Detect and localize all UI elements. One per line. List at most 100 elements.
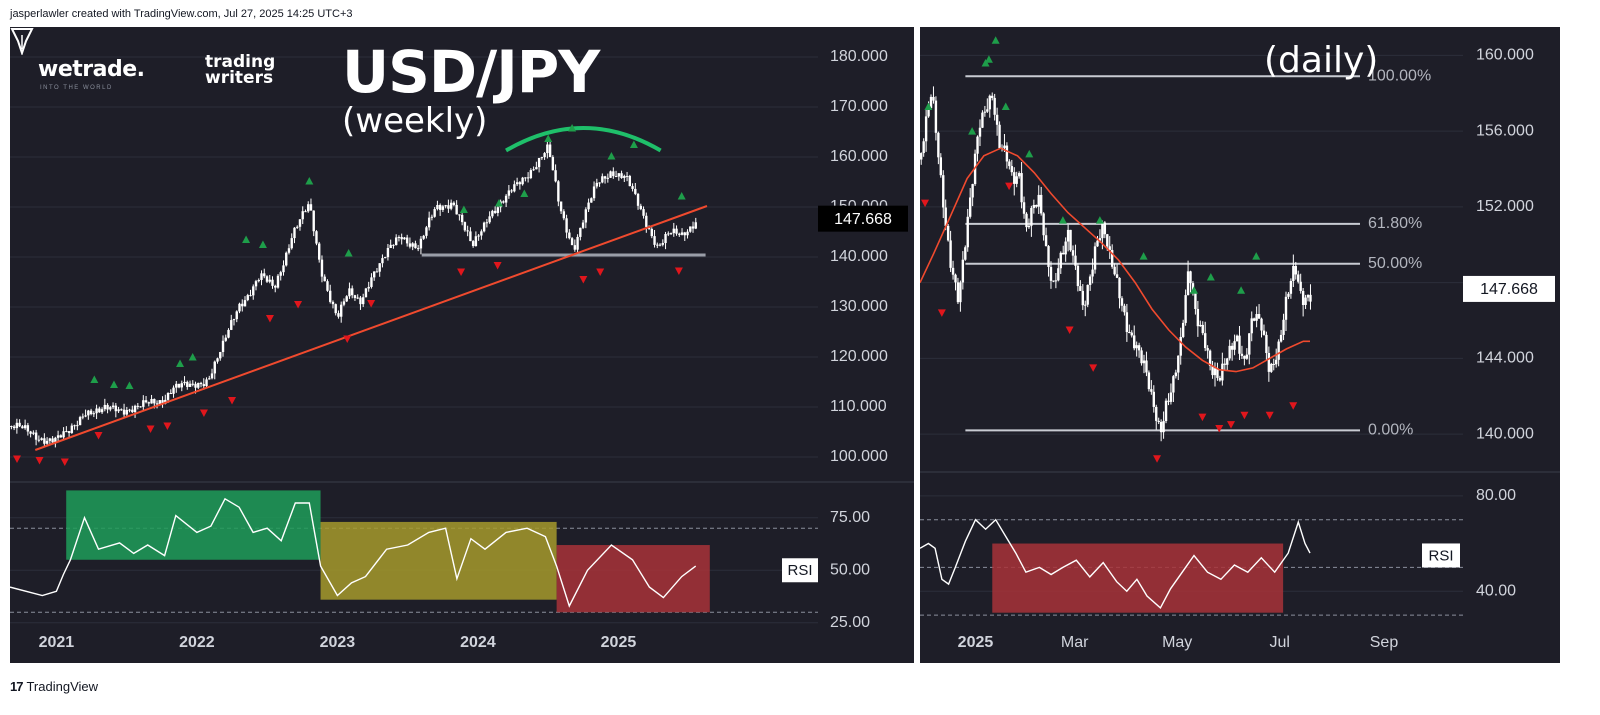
daily-chart-canvas[interactable]: 100.00% 61.80% 50.00% 0.00% 160.000 156.000 1… <box>920 27 1560 663</box>
daily-last-price-badge <box>1463 275 1555 302</box>
weekly-candle-body <box>419 238 423 249</box>
weekly-trendline <box>34 205 708 451</box>
weekly-candle-body <box>249 295 252 297</box>
daily-candle-body <box>932 96 935 101</box>
trading-writers-line2: writers <box>205 68 274 88</box>
weekly-candle-body <box>510 190 513 192</box>
weekly-candle-body <box>114 405 118 412</box>
weekly-candle-body <box>400 237 403 240</box>
weekly-candle-body <box>37 439 41 441</box>
daily-candle-body <box>1282 319 1285 335</box>
weekly-candle-body <box>139 406 142 408</box>
weekly-candle-body <box>345 296 348 302</box>
weekly-candle-body <box>158 400 161 405</box>
daily-candle-body <box>1199 324 1202 327</box>
weekly-candle-body <box>623 175 626 179</box>
weekly-candle-body <box>645 215 648 227</box>
wetrade-tagline: INTO THE WORLD <box>40 85 113 91</box>
weekly-candle-body <box>694 222 697 229</box>
daily-x-tick-label: May <box>1162 634 1192 651</box>
weekly-candle-body <box>252 286 255 296</box>
weekly-x-tick-label: 2024 <box>460 634 496 651</box>
weekly-candle-body <box>183 381 186 384</box>
daily-candle-body <box>1037 194 1040 207</box>
daily-candle-body <box>1052 280 1055 282</box>
weekly-candle-body <box>18 422 21 427</box>
daily-candle-body <box>1179 336 1182 356</box>
weekly-down-arrow <box>35 457 44 465</box>
weekly-candle-body <box>87 410 90 416</box>
daily-candle-body <box>1309 294 1312 302</box>
weekly-chart-canvas[interactable]: 180.000170.000160.000150.000140.000130.0… <box>10 27 914 663</box>
daily-candle-body <box>1235 335 1239 342</box>
weekly-candle-body <box>562 211 566 219</box>
weekly-last-price-label: 147.668 <box>834 211 892 228</box>
weekly-up-arrow <box>242 235 251 243</box>
weekly-candle-body <box>194 383 197 388</box>
weekly-candle-body <box>411 243 414 247</box>
weekly-candle-body <box>15 422 19 429</box>
weekly-candle-body <box>628 175 632 187</box>
daily-candle-body <box>983 111 987 113</box>
daily-candle-body <box>1245 354 1249 359</box>
daily-candle-body <box>1030 207 1033 226</box>
daily-candle-body <box>1218 377 1222 381</box>
weekly-candle-body <box>81 416 85 418</box>
daily-candle-body <box>1076 265 1080 287</box>
trading-writers-line1: trading <box>205 52 276 72</box>
daily-candle-body <box>1260 318 1263 331</box>
weekly-candle-body <box>581 222 585 228</box>
daily-candle-body <box>1152 391 1155 407</box>
weekly-candle-body <box>268 279 271 282</box>
weekly-candle-body <box>136 405 140 407</box>
daily-candle-body <box>1064 241 1067 255</box>
weekly-grid <box>10 56 914 624</box>
weekly-candle-body <box>227 329 230 338</box>
weekly-down-arrow <box>13 455 22 463</box>
daily-candle-body <box>993 97 996 115</box>
daily-candle-body <box>1191 283 1195 293</box>
weekly-candle-body <box>172 387 175 394</box>
daily-candle-body <box>1057 268 1060 281</box>
weekly-candle-body <box>106 404 109 410</box>
weekly-candle-body <box>603 176 607 179</box>
weekly-last-price-badge <box>818 205 908 232</box>
weekly-candle-body <box>40 438 43 441</box>
daily-chart-panel[interactable]: 100.00% 61.80% 50.00% 0.00% 160.000 156.000 1… <box>920 27 1560 663</box>
trading-writers-logo: trading writers <box>205 52 295 88</box>
daily-axis-labels: 160.000156.000152.000148.000144.000140.0… <box>958 47 1555 651</box>
weekly-candle-body <box>408 243 412 247</box>
daily-candle-body <box>1096 240 1099 247</box>
weekly-up-arrow <box>90 375 99 383</box>
weekly-candle-body <box>452 202 456 205</box>
daily-candle-body <box>998 124 1001 149</box>
daily-moving-average-line <box>920 147 1310 373</box>
weekly-rsi-zones <box>66 490 710 613</box>
tradingview-footer[interactable]: 17 TradingView <box>10 677 98 695</box>
weekly-candle-body <box>296 226 299 228</box>
daily-candle-body <box>1262 330 1266 335</box>
weekly-up-arrow <box>520 189 529 197</box>
daily-candle-body <box>959 282 962 303</box>
daily-up-arrow <box>1025 149 1034 158</box>
daily-candle-body <box>1184 295 1187 323</box>
daily-candle-body <box>1091 269 1094 277</box>
daily-up-arrow <box>924 102 933 111</box>
daily-candle-body <box>1079 286 1082 291</box>
weekly-candle-body <box>323 276 326 282</box>
weekly-rsi-badge <box>782 558 818 583</box>
weekly-candle-body <box>427 217 431 228</box>
daily-candle-body <box>1228 345 1231 359</box>
weekly-y-tick-label: 180.000 <box>830 48 888 65</box>
weekly-down-arrow <box>265 315 274 323</box>
daily-up-arrow <box>981 58 990 67</box>
daily-candle-body <box>1042 213 1045 236</box>
daily-candle-body <box>1118 277 1121 299</box>
weekly-candle-body <box>232 319 236 321</box>
weekly-candle-body <box>661 243 664 245</box>
daily-candle-body <box>954 274 957 283</box>
weekly-candle-body <box>125 409 129 415</box>
weekly-chart-panel[interactable]: 180.000170.000160.000150.000140.000130.0… <box>10 27 914 663</box>
weekly-candle-body <box>177 383 181 388</box>
weekly-candle-body <box>361 297 365 305</box>
